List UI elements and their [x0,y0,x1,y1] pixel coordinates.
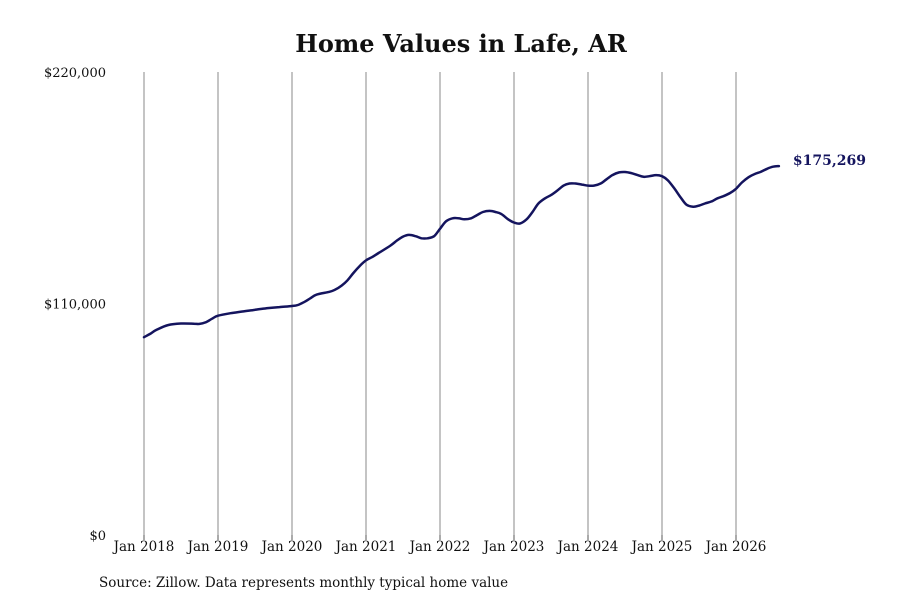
x-tick-label: Jan 2022 [408,539,471,555]
x-tick-label: Jan 2021 [334,539,397,555]
series-layer [142,164,781,339]
x-tick-label: Jan 2025 [630,539,693,555]
x-tick-label: Jan 2018 [112,539,175,555]
y-axis: $0 $110,000 $220,000 [44,66,106,544]
source-note: Source: Zillow. Data represents monthly … [99,575,508,591]
series-line [142,164,781,339]
y-tick-label: $0 [89,529,106,544]
x-tick-label: Jan 2024 [556,539,619,555]
y-tick-label: $110,000 [44,298,106,313]
x-tick-label: Jan 2019 [186,539,249,555]
end-value-label: $175,269 [793,153,866,169]
x-tick-label: Jan 2020 [260,539,323,555]
vertical-gridlines [143,72,737,535]
x-tick-label: Jan 2023 [482,539,545,555]
chart-title: Home Values in Lafe, AR [295,29,628,58]
x-axis: Jan 2018 Jan 2019 Jan 2020 Jan 2021 Jan 2022… [112,535,767,555]
x-tick-label: Jan 2026 [704,539,767,555]
y-tick-label: $220,000 [44,66,106,81]
